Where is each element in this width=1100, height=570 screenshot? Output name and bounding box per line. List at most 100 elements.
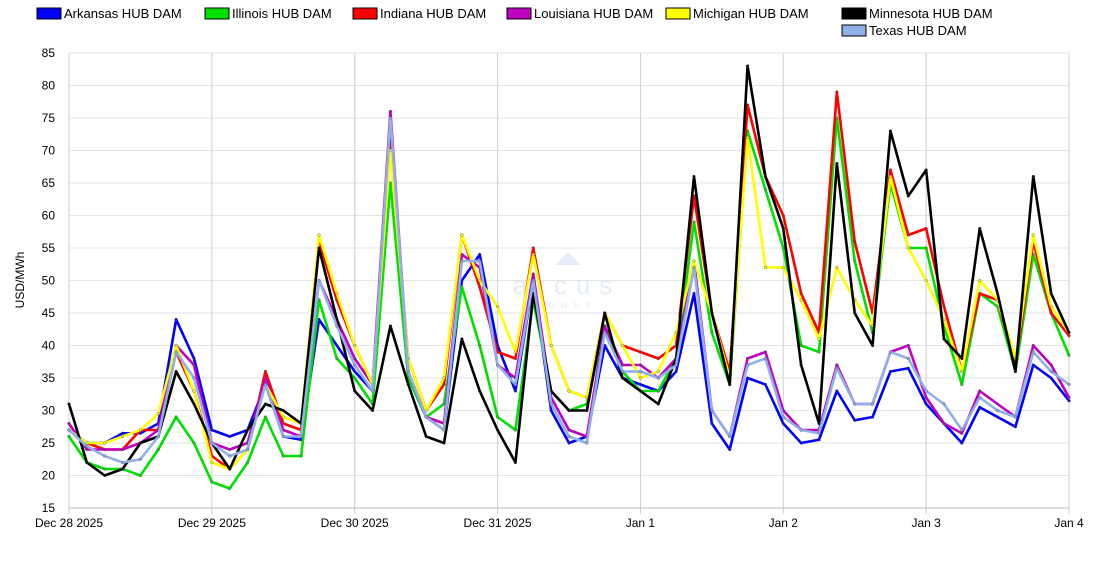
data-point — [460, 233, 464, 237]
data-point — [174, 369, 178, 374]
data-point — [817, 438, 821, 442]
data-point — [835, 363, 839, 367]
data-point — [174, 415, 178, 419]
data-point — [495, 415, 500, 419]
data-point — [781, 421, 785, 426]
y-tick-label: 35 — [42, 371, 56, 385]
data-point — [906, 194, 910, 198]
data-point — [317, 233, 321, 237]
data-point — [478, 259, 482, 263]
data-point — [567, 428, 571, 432]
data-point — [442, 382, 446, 387]
data-point — [906, 233, 910, 237]
data-point — [103, 454, 107, 458]
data-point — [192, 402, 196, 406]
data-point — [388, 324, 393, 328]
data-point — [353, 343, 357, 348]
data-point — [888, 168, 893, 172]
data-point — [995, 415, 1000, 419]
data-point — [674, 330, 678, 335]
data-point — [656, 376, 660, 380]
data-point — [174, 317, 178, 322]
data-point — [835, 389, 839, 393]
data-point — [1067, 382, 1071, 387]
data-point — [978, 278, 982, 283]
data-point — [692, 174, 696, 179]
data-point — [620, 369, 625, 374]
data-point — [924, 395, 928, 400]
data-point — [906, 366, 910, 370]
data-point — [245, 447, 250, 452]
data-point — [1031, 233, 1035, 237]
data-point — [103, 473, 107, 478]
data-point — [460, 252, 464, 257]
legend-swatch — [841, 7, 867, 20]
data-point — [799, 428, 803, 432]
data-point — [317, 278, 321, 283]
data-point — [103, 441, 107, 445]
data-point — [120, 431, 125, 435]
data-point — [585, 408, 589, 413]
series-minnesota-hub-dam — [67, 64, 1071, 478]
data-point — [978, 226, 982, 231]
data-point — [710, 311, 714, 315]
data-point — [353, 389, 357, 393]
legend-item: Minnesota HUB DAM — [841, 6, 993, 21]
data-point — [531, 252, 535, 257]
data-point — [442, 376, 446, 380]
data-point — [817, 350, 821, 354]
data-point — [745, 363, 750, 367]
legend-label: Louisiana HUB DAM — [534, 6, 653, 21]
y-tick-label: 70 — [42, 144, 56, 158]
y-tick-label: 50 — [42, 274, 56, 288]
legend-item: Louisiana HUB DAM — [506, 6, 653, 21]
data-point — [245, 428, 250, 432]
legend-label: Minnesota HUB DAM — [869, 6, 993, 21]
x-axis: Dec 28 2025 Dec 29 2025 Dec 30 2025 Dec 31 … — [35, 516, 1084, 530]
data-point — [85, 460, 89, 465]
data-point — [781, 265, 785, 270]
data-point — [924, 168, 928, 172]
data-point — [603, 330, 607, 335]
watermark-sub: POWER — [537, 301, 597, 310]
data-point — [692, 220, 696, 224]
data-point — [924, 402, 928, 406]
data-point — [513, 350, 518, 354]
data-point — [835, 161, 839, 166]
data-point — [960, 382, 964, 387]
legend-item: Arkansas HUB DAM — [36, 6, 182, 21]
data-point — [1067, 353, 1071, 357]
data-point — [1031, 343, 1035, 348]
data-point — [460, 337, 464, 341]
data-point — [299, 434, 303, 439]
data-point — [835, 265, 839, 270]
data-point — [942, 402, 946, 406]
data-point — [763, 382, 768, 387]
data-point — [763, 350, 768, 354]
data-point — [638, 369, 643, 374]
data-point — [120, 434, 125, 439]
data-point — [120, 447, 125, 452]
data-point — [549, 402, 553, 406]
data-point — [620, 376, 625, 380]
data-point — [442, 428, 446, 432]
y-tick-label: 25 — [42, 436, 56, 450]
data-point — [656, 389, 660, 393]
data-point — [1067, 330, 1071, 335]
data-point — [442, 441, 446, 445]
data-point — [1049, 369, 1053, 374]
data-point — [228, 447, 232, 452]
data-point — [745, 376, 750, 380]
grid — [68, 52, 1070, 514]
data-point — [192, 363, 196, 367]
x-tick-label: Jan 2 — [769, 516, 799, 530]
data-point — [924, 278, 928, 283]
data-point — [638, 376, 643, 380]
y-tick-label: 65 — [42, 176, 56, 190]
data-point — [388, 116, 393, 120]
data-point — [192, 441, 196, 445]
series-texas-hub-dam — [67, 116, 1071, 465]
data-point — [978, 395, 982, 400]
data-point — [138, 428, 143, 432]
legend-label: Texas HUB DAM — [869, 23, 967, 38]
